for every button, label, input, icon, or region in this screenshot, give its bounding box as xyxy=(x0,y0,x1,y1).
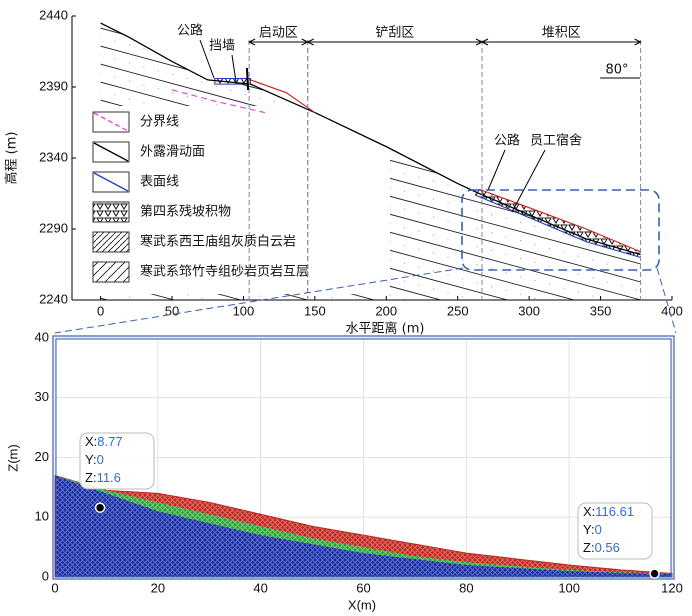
annotation: 员工宿舍 xyxy=(530,133,582,149)
coord-value: 0 xyxy=(97,452,104,467)
x-tick-label: 0 xyxy=(97,303,104,318)
y-tick-label: 2340 xyxy=(39,149,68,164)
zone-label: 铲刮区 xyxy=(375,26,414,41)
y-tick-label: 2240 xyxy=(39,291,68,306)
coord-text: Z:0.56 xyxy=(583,540,620,555)
bedding xyxy=(100,23,641,93)
profile-line xyxy=(474,194,641,258)
x-tick-label: 250 xyxy=(447,303,469,318)
coord-label: Y: xyxy=(583,522,595,537)
zoom-connector xyxy=(54,267,677,334)
pointer xyxy=(199,39,640,213)
x-tick-label: 100 xyxy=(558,580,580,595)
zone-arrow xyxy=(480,38,642,46)
coord-text: Y:0 xyxy=(583,522,602,537)
y-tick-label: 2440 xyxy=(39,7,68,22)
coord-text: Z:11.6 xyxy=(85,470,121,485)
annotation: 公路 xyxy=(177,23,203,39)
bedding-dots xyxy=(100,23,641,102)
x-tick-label: 0 xyxy=(51,580,58,595)
y-axis-title: Z(m) xyxy=(5,444,20,471)
x-tick-label: 400 xyxy=(661,303,683,318)
y-tick-label: 10 xyxy=(35,509,49,524)
coord-value: 8.77 xyxy=(97,434,122,449)
coord-label: Z: xyxy=(85,470,97,485)
legend-bg xyxy=(90,106,390,294)
coord-box xyxy=(79,432,155,490)
particle-layer xyxy=(55,475,672,577)
x-axis-title: X(m) xyxy=(348,597,376,612)
legend-swatch xyxy=(93,172,129,192)
coord-text: X:116.61 xyxy=(583,504,634,519)
zone-label: 堆积区 xyxy=(542,26,581,41)
x-tick-label: 40 xyxy=(253,580,267,595)
y-tick-label: 0 xyxy=(42,568,49,583)
annotation: 公路 xyxy=(494,133,520,149)
x-tick-label: 20 xyxy=(151,580,165,595)
coord-text: X:8.77 xyxy=(85,434,123,449)
zone-label: 启动区 xyxy=(259,26,298,41)
x-tick-label: 50 xyxy=(165,303,179,318)
coord-box xyxy=(577,502,653,560)
x-tick-label: 60 xyxy=(356,580,370,595)
legend-swatch xyxy=(92,231,130,253)
coord-value: 0 xyxy=(595,522,602,537)
profile-line xyxy=(100,22,641,256)
legend-label: 第四系残坡积物 xyxy=(140,205,231,220)
x-tick-label: 80 xyxy=(459,580,473,595)
legend-label: 寒武系西王庙组灰质白云岩 xyxy=(140,234,296,250)
coord-value: 116.61 xyxy=(595,504,634,519)
x-tick-label: 350 xyxy=(590,303,612,318)
y-tick-label: 40 xyxy=(35,329,49,344)
y-tick-label: 2290 xyxy=(39,220,68,235)
frame-inner xyxy=(55,338,672,577)
coord-value: 11.6 xyxy=(97,470,121,485)
x-tick-label: 150 xyxy=(304,303,326,318)
deposit xyxy=(474,189,641,258)
coord-label: X: xyxy=(85,434,97,449)
coord-label: Z: xyxy=(583,540,595,555)
monitor-point xyxy=(649,568,660,579)
annotation: 80° xyxy=(605,63,628,78)
x-tick-label: 120 xyxy=(661,580,683,595)
legend-label: 外露滑动面 xyxy=(140,145,205,160)
legend-swatch xyxy=(92,201,130,223)
y-tick-label: 30 xyxy=(35,389,49,404)
x-tick-label: 200 xyxy=(375,303,397,318)
x-axis-title: 水平距离 (m) xyxy=(346,321,425,337)
coord-text: Y:0 xyxy=(85,452,104,467)
coord-value: 0.56 xyxy=(595,540,620,555)
y-axis-title: 高程 (m) xyxy=(4,132,20,185)
legend-swatch xyxy=(93,142,129,162)
zoom-frame xyxy=(461,189,660,271)
monitor-point xyxy=(94,502,106,513)
annotation: 挡墙 xyxy=(209,39,235,54)
legend-swatch xyxy=(92,261,130,283)
x-tick-label: 300 xyxy=(518,303,540,318)
x-tick-label: 100 xyxy=(233,303,255,318)
coord-label: X: xyxy=(583,504,595,519)
profile-line xyxy=(250,79,316,114)
y-tick-label: 20 xyxy=(35,449,49,464)
profile-line xyxy=(478,188,641,253)
profile-line xyxy=(171,89,265,114)
legend-label: 分界线 xyxy=(140,115,179,130)
legend-label: 寒武系筇竹寺组砂岩页岩互层 xyxy=(140,264,309,280)
retaining-wall xyxy=(246,67,249,91)
y-tick-label: 2390 xyxy=(39,78,68,93)
legend-swatch xyxy=(93,112,129,132)
coord-label: Y: xyxy=(85,452,97,467)
bedding-dots xyxy=(100,23,641,120)
legend-label: 表面线 xyxy=(140,175,179,190)
frame-outer xyxy=(52,335,675,580)
